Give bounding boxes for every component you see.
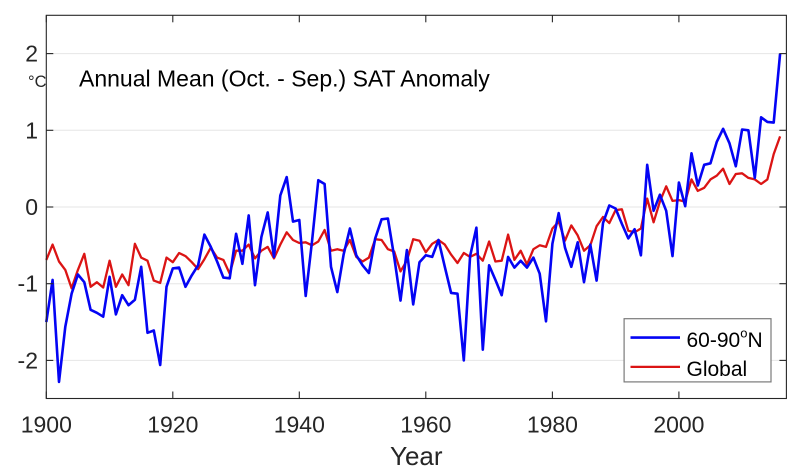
- svg-text:1980: 1980: [527, 412, 578, 438]
- svg-text:1920: 1920: [147, 412, 198, 438]
- svg-text:Year: Year: [390, 441, 443, 471]
- svg-text:1940: 1940: [274, 412, 325, 438]
- svg-text:Global: Global: [687, 358, 748, 381]
- svg-text:-2: -2: [18, 347, 38, 373]
- svg-text:Annual Mean (Oct. - Sep.) SAT: Annual Mean (Oct. - Sep.) SAT Anomaly: [79, 66, 490, 92]
- svg-text:1: 1: [25, 117, 38, 143]
- svg-text:°C: °C: [28, 73, 47, 91]
- svg-text:2000: 2000: [653, 412, 704, 438]
- svg-text:2: 2: [25, 41, 38, 67]
- svg-text:1900: 1900: [21, 412, 72, 438]
- svg-text:60-90oN: 60-90oN: [687, 326, 763, 353]
- svg-text:1960: 1960: [400, 412, 451, 438]
- svg-text:0: 0: [25, 194, 38, 220]
- svg-text:-1: -1: [18, 271, 38, 297]
